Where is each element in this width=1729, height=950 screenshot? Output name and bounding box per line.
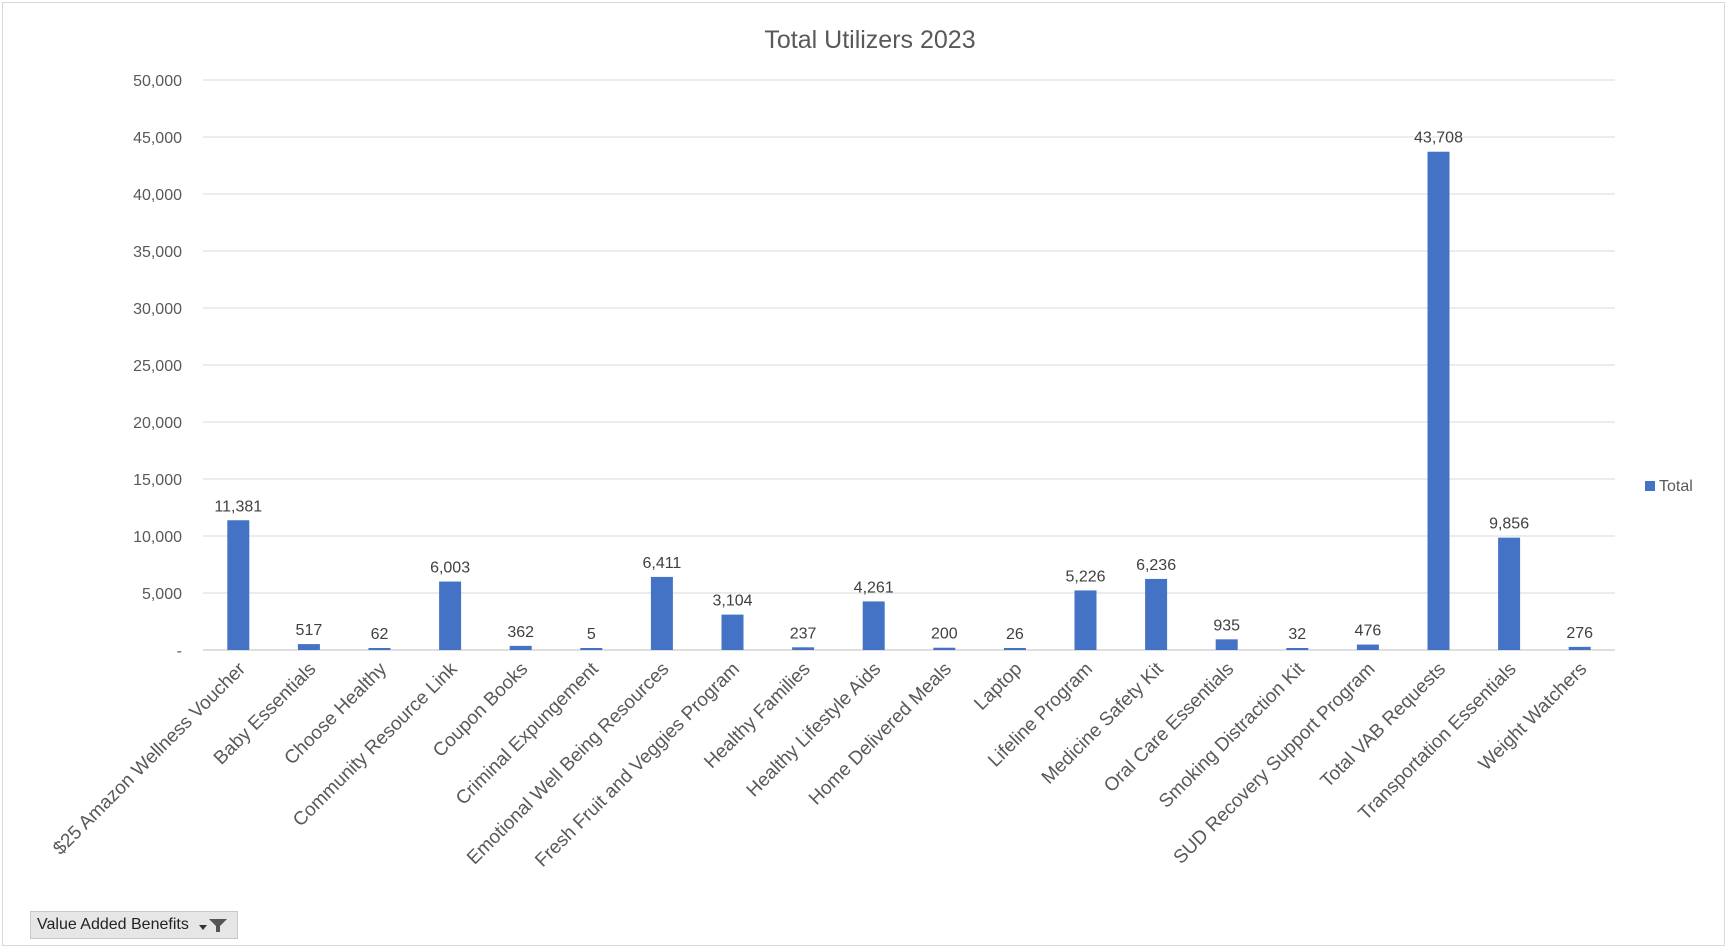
y-tick-label: 40,000 — [133, 187, 182, 204]
legend: Total — [1645, 478, 1693, 495]
data-label: 62 — [371, 626, 389, 643]
data-label: 4,261 — [854, 579, 894, 596]
y-tick-label: 35,000 — [133, 244, 182, 261]
data-label: 6,236 — [1136, 557, 1176, 574]
y-tick-label: 45,000 — [133, 130, 182, 147]
data-label: 26 — [1006, 626, 1024, 643]
data-label: 237 — [790, 625, 817, 642]
x-tick-label: Smoking Distraction Kit — [1155, 658, 1309, 812]
data-label: 9,856 — [1489, 516, 1529, 533]
data-label: 935 — [1213, 617, 1240, 634]
y-axis-ticks: - 5,000 10,000 15,000 20,000 25,000 30,000 35,0… — [133, 73, 182, 660]
bar — [721, 614, 744, 650]
y-tick-label: 15,000 — [133, 472, 182, 489]
bar — [1074, 590, 1097, 650]
bar — [650, 576, 673, 650]
x-tick-label: Criminal Expungement — [452, 658, 603, 809]
y-tick-label: 10,000 — [133, 529, 182, 546]
legend-swatch — [1645, 481, 1655, 491]
y-tick-label: 50,000 — [133, 73, 182, 90]
x-tick-label: Medicine Safety Kit — [1038, 658, 1168, 788]
data-label: 362 — [507, 624, 534, 641]
bar — [792, 647, 815, 650]
filter-button-label: Value Added Benefits — [37, 916, 189, 933]
bar — [509, 645, 532, 650]
bar — [1427, 151, 1450, 650]
data-label: 5 — [587, 626, 596, 643]
bar — [1286, 648, 1309, 650]
data-label: 517 — [296, 622, 323, 639]
field-filter-button[interactable]: Value Added Benefits — [30, 911, 238, 939]
data-label: 3,104 — [712, 593, 752, 610]
bar — [1498, 537, 1521, 650]
y-tick-label: 30,000 — [133, 301, 182, 318]
x-tick-label: Home Delivered Meals — [805, 659, 956, 810]
data-labels: 11,381 517 62 6,003 362 5 6,411 3,104 237 4,261 20… — [214, 130, 1593, 643]
gridlines — [203, 79, 1615, 651]
data-label: 5,226 — [1065, 568, 1105, 585]
bar — [297, 644, 320, 650]
bar — [368, 648, 391, 650]
data-label: 43,708 — [1414, 130, 1463, 147]
filter-dropdown-icon — [197, 916, 231, 934]
data-label: 6,003 — [430, 560, 470, 577]
bars — [227, 151, 1591, 650]
bar — [862, 601, 885, 650]
data-label: 32 — [1288, 626, 1306, 643]
y-tick-label: 20,000 — [133, 415, 182, 432]
data-label: 11,381 — [214, 498, 262, 515]
bar — [580, 648, 603, 650]
y-tick-label: 25,000 — [133, 358, 182, 375]
x-tick-label: Healthy Lifestyle Aids — [743, 659, 886, 802]
chart-title: Total Utilizers 2023 — [764, 26, 975, 54]
x-tick-label: Laptop — [970, 659, 1026, 715]
y-tick-label: 5,000 — [142, 586, 182, 603]
bar — [1215, 639, 1238, 650]
data-label: 476 — [1355, 623, 1382, 640]
bar — [1003, 648, 1026, 650]
data-label: 200 — [931, 626, 958, 643]
legend-label: Total — [1659, 478, 1693, 495]
bar — [1145, 578, 1168, 650]
bar — [439, 581, 462, 650]
x-tick-label: Oral Care Essentials — [1100, 659, 1238, 797]
x-tick-label: Total VAB Requests — [1317, 659, 1450, 792]
bar — [1356, 644, 1379, 650]
bar — [227, 520, 250, 650]
data-label: 276 — [1566, 625, 1593, 642]
y-tick-label: - — [177, 643, 182, 660]
bar — [1568, 646, 1591, 650]
bar — [933, 647, 956, 650]
data-label: 6,411 — [642, 555, 681, 572]
bar-chart: Total Utilizers 2023 - 5,000 10,000 15,000 2… — [49, 26, 1693, 871]
